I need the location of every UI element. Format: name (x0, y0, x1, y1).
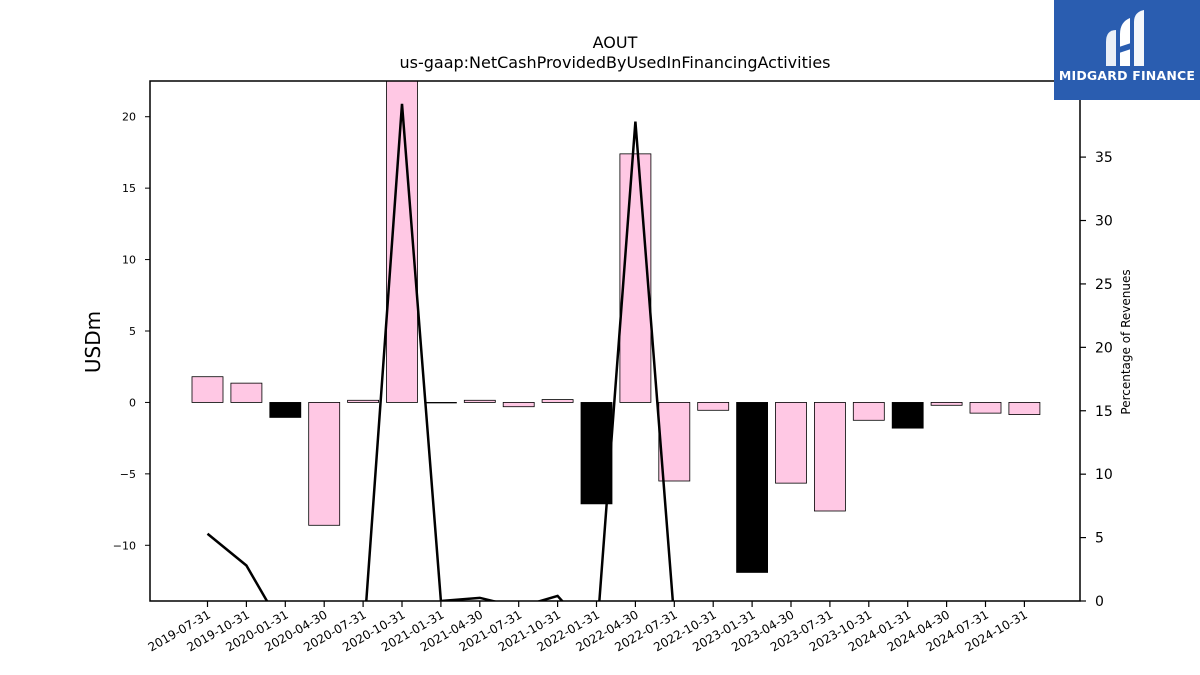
series-line (206, 103, 675, 601)
bar-group (191, 81, 1041, 573)
midgard-logo-icon (1106, 10, 1144, 66)
bar (852, 402, 885, 421)
y-tick-label: 10 (122, 254, 136, 267)
y2-tick-label: 25 (1095, 277, 1113, 293)
y2-tick-label: 30 (1095, 214, 1113, 230)
bar (230, 382, 263, 403)
bar (658, 402, 691, 482)
y-tick-label: −10 (113, 539, 136, 552)
y2-tick-label: 0 (1095, 594, 1104, 610)
y-tick-label: 15 (122, 182, 136, 195)
bar (463, 399, 496, 403)
plot-frame (149, 80, 1081, 602)
y-tick-label: 20 (122, 111, 136, 124)
bar (891, 402, 924, 429)
bar (424, 402, 457, 404)
y2-axis-label: Percentage of Revenues (1119, 269, 1133, 414)
bar (308, 402, 341, 526)
y2-axis: 0510152025303540 (1080, 87, 1113, 610)
y2-tick-label: 15 (1095, 404, 1113, 420)
bar (502, 402, 535, 408)
line-group (206, 103, 675, 601)
logo-name: MIDGARD FINANCE (1058, 68, 1196, 83)
bar (775, 402, 807, 484)
y2-tick-label: 5 (1095, 531, 1104, 547)
x-axis: 2019-07-312019-10-312020-01-312020-04-30… (146, 601, 1030, 654)
bar (1008, 402, 1041, 415)
bar (736, 402, 768, 573)
bar (541, 399, 574, 403)
y-axis: −10 −5 0 5 10 15 20 (113, 111, 150, 552)
bar (969, 402, 1002, 414)
bar (814, 402, 846, 512)
bar (697, 402, 730, 411)
logo: MIDGARD FINANCE (1054, 0, 1200, 100)
y2-tick-label: 35 (1095, 150, 1113, 166)
bar (930, 402, 963, 406)
y2-tick-label: 20 (1095, 340, 1113, 356)
chart-title: AOUT (593, 33, 638, 52)
bar (619, 153, 652, 403)
chart-subtitle: us-gaap:NetCashProvidedByUsedInFinancing… (399, 53, 830, 72)
y-axis-label: USDm (81, 311, 105, 373)
y2-tick-label: 10 (1095, 467, 1113, 483)
bar (191, 376, 224, 403)
bar (269, 402, 302, 418)
y-tick-label: 0 (129, 396, 136, 409)
y-tick-label: 5 (129, 325, 136, 338)
y-tick-label: −5 (120, 468, 136, 481)
bar (347, 399, 380, 403)
